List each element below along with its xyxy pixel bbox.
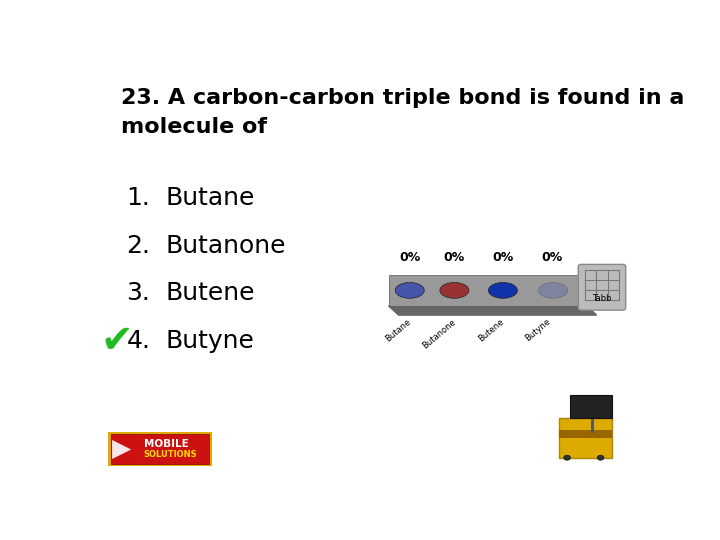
FancyBboxPatch shape [578, 265, 626, 310]
Text: ▶: ▶ [112, 437, 132, 461]
Bar [389, 275, 587, 306]
Text: 23. A carbon-carbon triple bond is found in a: 23. A carbon-carbon triple bond is found… [121, 87, 684, 107]
Ellipse shape [597, 455, 604, 460]
Text: Butene: Butene [166, 281, 255, 306]
Text: Butanone: Butanone [420, 317, 457, 350]
Text: Tabb: Tabb [593, 294, 612, 303]
Bar [111, 434, 209, 464]
Text: 0%: 0% [492, 252, 513, 265]
Text: Butane: Butane [166, 186, 255, 210]
Bar [559, 418, 612, 458]
Bar [570, 395, 612, 418]
Text: Butyne: Butyne [166, 329, 254, 353]
Text: Butane: Butane [384, 317, 413, 343]
Ellipse shape [395, 282, 424, 298]
Text: 0%: 0% [541, 252, 562, 265]
Ellipse shape [564, 455, 570, 460]
Text: SOLUTIONS: SOLUTIONS [143, 450, 197, 459]
Bar [113, 436, 147, 462]
Text: 0%: 0% [399, 252, 420, 265]
Text: 2.: 2. [126, 234, 150, 258]
Text: MOBILE: MOBILE [143, 439, 189, 449]
Text: 3.: 3. [126, 281, 150, 306]
Text: 4.: 4. [126, 329, 150, 353]
Text: Butyne: Butyne [523, 317, 552, 343]
Bar [559, 430, 612, 438]
Bar [109, 432, 212, 466]
Text: ✔: ✔ [100, 322, 132, 360]
Text: 1.: 1. [126, 186, 150, 210]
Ellipse shape [539, 282, 567, 298]
Ellipse shape [440, 282, 469, 298]
Text: 0%: 0% [444, 252, 465, 265]
Ellipse shape [488, 282, 518, 298]
Polygon shape [389, 306, 597, 315]
Text: Butanone: Butanone [166, 234, 286, 258]
Text: Butene: Butene [477, 317, 506, 343]
Text: molecule of: molecule of [121, 117, 266, 137]
